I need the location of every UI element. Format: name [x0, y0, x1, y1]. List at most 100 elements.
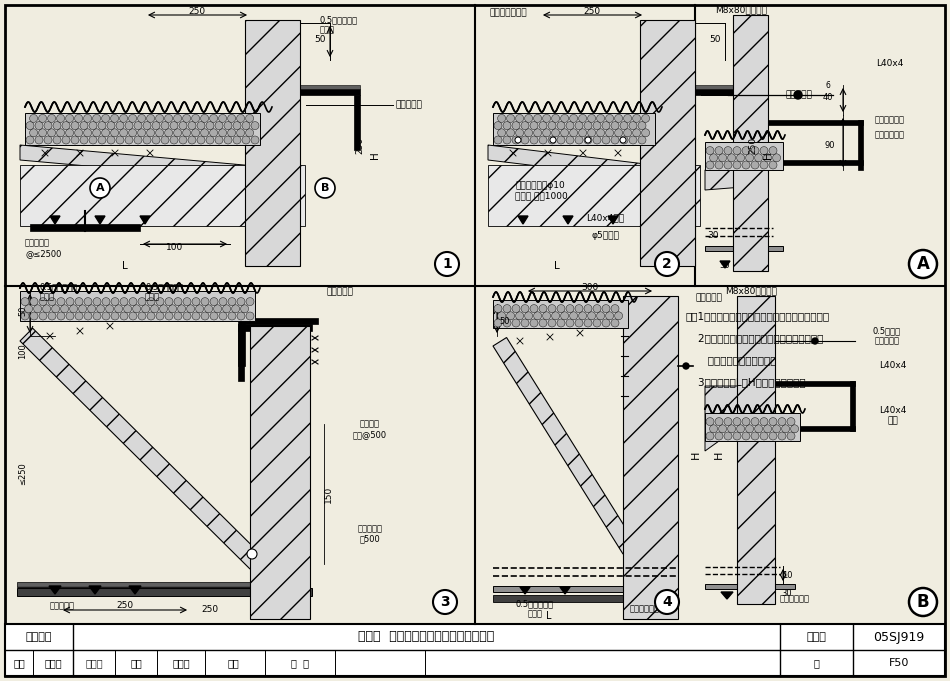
Circle shape: [21, 312, 29, 320]
Text: 30: 30: [782, 590, 792, 599]
Circle shape: [164, 114, 173, 123]
Circle shape: [521, 319, 529, 327]
Text: L: L: [554, 261, 560, 271]
Circle shape: [93, 312, 101, 320]
Circle shape: [633, 114, 640, 123]
Circle shape: [138, 114, 145, 123]
Bar: [493, 113, 655, 145]
Circle shape: [21, 298, 29, 306]
Text: 40: 40: [823, 93, 833, 103]
Circle shape: [615, 129, 622, 137]
Circle shape: [237, 114, 244, 123]
Circle shape: [102, 114, 109, 123]
Circle shape: [615, 114, 622, 123]
Text: 图集号: 图集号: [806, 632, 826, 642]
Circle shape: [242, 122, 250, 129]
Circle shape: [138, 129, 145, 137]
Circle shape: [782, 425, 789, 433]
Circle shape: [174, 129, 181, 137]
Circle shape: [26, 122, 34, 129]
Circle shape: [147, 312, 155, 320]
Circle shape: [494, 319, 502, 327]
Circle shape: [605, 114, 614, 123]
Circle shape: [683, 363, 689, 369]
Circle shape: [588, 129, 596, 137]
Text: 2: 2: [662, 257, 672, 271]
Text: 250: 250: [188, 7, 205, 16]
Text: 附加防水层
宽500: 附加防水层 宽500: [357, 524, 383, 543]
Polygon shape: [608, 216, 618, 224]
Circle shape: [584, 122, 592, 129]
Text: L40x4: L40x4: [880, 362, 906, 370]
Text: 0.5厚彩色
钢板封檐板: 0.5厚彩色 钢板封檐板: [873, 326, 901, 346]
Polygon shape: [20, 145, 300, 185]
Circle shape: [35, 122, 43, 129]
Text: M8x80胀锚螺栓: M8x80胀锚螺栓: [715, 5, 767, 14]
Bar: [5, 624, 945, 676]
Bar: [493, 595, 651, 602]
Circle shape: [769, 432, 777, 440]
Polygon shape: [733, 15, 768, 271]
Polygon shape: [250, 326, 310, 619]
Circle shape: [228, 114, 236, 123]
Polygon shape: [20, 328, 262, 569]
Circle shape: [539, 122, 547, 129]
Text: 屋面板内预埋φ10
钢筋头 中距1000: 屋面板内预埋φ10 钢筋头 中距1000: [515, 181, 568, 201]
Circle shape: [61, 305, 68, 313]
Circle shape: [215, 122, 223, 129]
Circle shape: [206, 136, 214, 144]
Text: ≤250: ≤250: [18, 462, 28, 486]
Circle shape: [557, 304, 565, 313]
Circle shape: [754, 425, 763, 433]
Circle shape: [521, 136, 529, 144]
Text: 0.5厚彩色钢板
封檐板: 0.5厚彩色钢板 封檐板: [145, 283, 183, 302]
Circle shape: [246, 298, 254, 306]
Circle shape: [69, 305, 78, 313]
Bar: [705, 413, 800, 441]
Circle shape: [233, 136, 241, 144]
Bar: [705, 246, 783, 251]
Circle shape: [548, 319, 556, 327]
Circle shape: [110, 114, 119, 123]
Bar: [705, 142, 783, 170]
Text: H: H: [763, 151, 773, 159]
Circle shape: [71, 136, 79, 144]
Circle shape: [246, 312, 254, 320]
Circle shape: [593, 122, 601, 129]
Bar: [695, 85, 750, 89]
Circle shape: [746, 154, 753, 162]
Circle shape: [760, 432, 768, 440]
Circle shape: [503, 122, 511, 129]
Circle shape: [39, 312, 47, 320]
Circle shape: [224, 136, 232, 144]
Circle shape: [560, 114, 569, 123]
Circle shape: [615, 312, 622, 320]
Text: 金属条板吊顶: 金属条板吊顶: [875, 116, 905, 125]
Circle shape: [75, 129, 83, 137]
Circle shape: [909, 588, 937, 616]
Bar: [20, 165, 305, 226]
Circle shape: [588, 312, 596, 320]
Circle shape: [116, 136, 124, 144]
Bar: [695, 89, 750, 95]
Circle shape: [156, 312, 164, 320]
Circle shape: [224, 122, 232, 129]
Polygon shape: [140, 216, 150, 224]
Circle shape: [105, 305, 114, 313]
Circle shape: [125, 122, 133, 129]
Circle shape: [566, 136, 574, 144]
Circle shape: [715, 417, 723, 426]
Circle shape: [575, 136, 583, 144]
Circle shape: [593, 304, 601, 313]
Circle shape: [228, 129, 236, 137]
Circle shape: [611, 319, 619, 327]
Polygon shape: [493, 338, 636, 554]
Circle shape: [98, 136, 106, 144]
Text: 王祖光: 王祖光: [45, 658, 62, 668]
Circle shape: [98, 122, 106, 129]
Circle shape: [39, 129, 47, 137]
Text: 50: 50: [710, 35, 721, 44]
Circle shape: [251, 122, 259, 129]
Circle shape: [152, 136, 160, 144]
Circle shape: [25, 305, 32, 313]
